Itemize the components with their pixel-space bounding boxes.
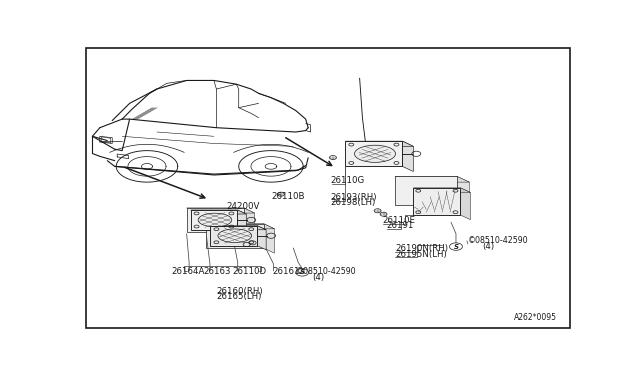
- Text: A262*0095: A262*0095: [514, 313, 557, 322]
- Polygon shape: [264, 224, 275, 253]
- Text: 26163: 26163: [203, 267, 230, 276]
- Text: 26110G: 26110G: [330, 176, 365, 185]
- Text: S: S: [454, 244, 458, 250]
- Polygon shape: [191, 210, 246, 214]
- Ellipse shape: [198, 213, 232, 227]
- Text: 26110B: 26110B: [271, 192, 305, 201]
- Bar: [211, 226, 257, 246]
- Text: 26195N(LH): 26195N(LH): [395, 250, 447, 259]
- Polygon shape: [237, 210, 246, 234]
- Text: 26193(RH): 26193(RH): [330, 193, 377, 202]
- Polygon shape: [211, 226, 266, 230]
- Polygon shape: [395, 176, 469, 182]
- Polygon shape: [413, 188, 470, 192]
- Polygon shape: [460, 188, 470, 219]
- Text: (4): (4): [312, 273, 324, 282]
- Polygon shape: [257, 226, 266, 250]
- Text: 26191: 26191: [387, 221, 414, 230]
- Text: 26165(LH): 26165(LH): [216, 292, 262, 301]
- Text: 26160(RH): 26160(RH): [216, 287, 263, 296]
- Text: 26161: 26161: [273, 267, 300, 276]
- Text: 24200V: 24200V: [227, 202, 260, 211]
- Polygon shape: [403, 141, 413, 171]
- Polygon shape: [346, 141, 413, 146]
- Bar: [413, 188, 460, 215]
- Text: S: S: [300, 269, 305, 275]
- Text: 26190N(RH): 26190N(RH): [395, 244, 448, 253]
- Bar: [346, 141, 403, 166]
- Bar: [207, 224, 264, 248]
- Text: 26164A: 26164A: [172, 267, 205, 276]
- Text: ©08510-42590: ©08510-42590: [468, 236, 529, 245]
- Ellipse shape: [355, 145, 396, 162]
- Polygon shape: [207, 224, 275, 229]
- Text: ©08510-42590: ©08510-42590: [296, 267, 356, 276]
- Text: 26110D: 26110D: [233, 267, 267, 276]
- Ellipse shape: [218, 229, 252, 243]
- Polygon shape: [187, 208, 255, 213]
- Bar: [395, 176, 457, 205]
- Bar: [187, 208, 244, 232]
- Polygon shape: [457, 176, 469, 211]
- Polygon shape: [244, 208, 255, 237]
- Text: (4): (4): [482, 241, 494, 251]
- Bar: [191, 210, 237, 230]
- Text: 26198(LH): 26198(LH): [330, 198, 376, 207]
- Text: 26110E: 26110E: [383, 216, 415, 225]
